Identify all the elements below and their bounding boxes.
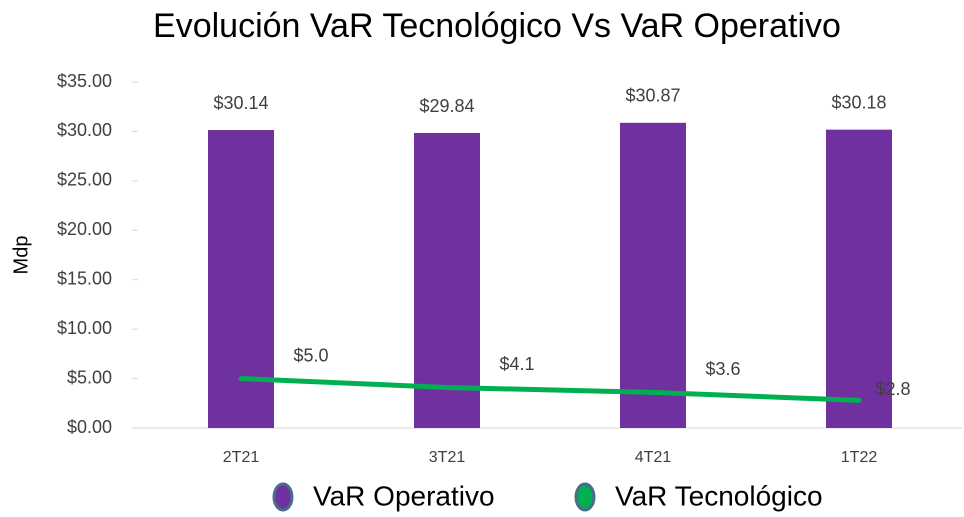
y-axis-label: Mdp <box>10 236 32 275</box>
bar-value-label: $30.87 <box>625 86 680 106</box>
bar <box>620 122 686 428</box>
line-value-label: $5.0 <box>293 345 328 365</box>
line-value-label: $4.1 <box>499 354 534 374</box>
y-tick-label: $25.00 <box>57 170 112 190</box>
legend-marker <box>272 482 294 512</box>
y-tick-label: $35.00 <box>57 71 112 91</box>
y-tick-label: $0.00 <box>67 417 112 437</box>
line-value-label: $3.6 <box>705 359 740 379</box>
x-tick-label: 2T21 <box>223 449 260 466</box>
y-tick-label: $10.00 <box>57 318 112 338</box>
y-tick-label: $20.00 <box>57 219 112 239</box>
legend-marker <box>574 482 596 512</box>
x-tick-label: 1T22 <box>841 449 878 466</box>
y-tick-label: $15.00 <box>57 268 112 288</box>
legend-label: VaR Operativo <box>313 480 495 511</box>
line <box>238 376 862 403</box>
y-tick-label: $5.00 <box>67 367 112 387</box>
legend-label: VaR Tecnológico <box>615 480 823 511</box>
bar-value-label: $30.18 <box>831 92 886 112</box>
bar <box>208 130 274 429</box>
bar <box>414 133 480 428</box>
y-tick-label: $30.00 <box>57 120 112 140</box>
bar-value-label: $29.84 <box>419 96 474 116</box>
x-tick-label: 3T21 <box>429 449 466 466</box>
bar-value-label: $30.14 <box>213 93 268 113</box>
bar <box>826 129 892 428</box>
x-tick-label: 4T21 <box>635 449 672 466</box>
chart-title: Evolución VaR Tecnológico Vs VaR Operati… <box>153 7 841 45</box>
line-value-label: $2.8 <box>875 379 910 399</box>
